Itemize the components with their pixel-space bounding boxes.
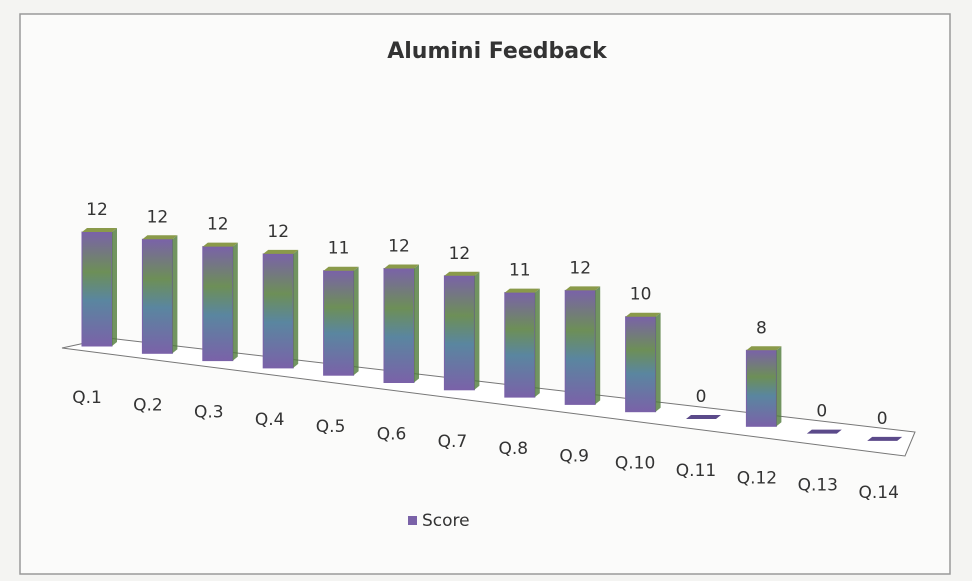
chart-title: Alumini Feedback: [387, 39, 608, 64]
bar: [202, 246, 234, 362]
bar-top: [384, 264, 419, 269]
bar-top: [565, 286, 601, 291]
bar: [564, 289, 596, 405]
x-tick-label: Q.10: [615, 454, 655, 474]
data-label: 11: [509, 261, 531, 281]
data-label: 0: [696, 387, 707, 407]
x-tick-label: Q.2: [133, 395, 163, 415]
legend-label: Score: [422, 511, 470, 531]
legend-swatch: [408, 516, 417, 525]
x-tick-label: Q.12: [737, 468, 777, 488]
x-tick-label: Q.13: [798, 476, 838, 496]
data-label: 0: [816, 402, 827, 422]
bar: [81, 231, 113, 347]
bar-side: [655, 312, 661, 412]
bar-side: [534, 288, 540, 398]
bar: [745, 349, 777, 427]
bar-top: [867, 436, 903, 441]
bar-top: [142, 235, 178, 240]
data-label: 10: [630, 285, 652, 305]
bar: [141, 238, 173, 354]
bar-side: [595, 286, 601, 405]
bar-top: [806, 429, 842, 434]
bar: [625, 316, 657, 413]
bar-top: [202, 242, 238, 247]
x-tick-label: Q.5: [316, 417, 346, 437]
data-label: 11: [328, 239, 350, 259]
bar-side: [776, 346, 782, 427]
data-label: 12: [388, 237, 410, 257]
bar-top: [686, 415, 721, 419]
data-label: 12: [147, 207, 169, 227]
bar: [383, 268, 415, 383]
data-label: 12: [86, 200, 108, 220]
bar-top: [263, 249, 299, 254]
bar: [443, 275, 475, 391]
data-label: 12: [207, 215, 229, 235]
bar-side: [353, 266, 359, 376]
bar-top: [746, 346, 782, 351]
bar-side: [232, 242, 238, 361]
bar-side: [172, 235, 178, 354]
bar-side: [112, 228, 117, 346]
data-label: 8: [756, 318, 767, 338]
bar-top: [625, 312, 661, 317]
x-tick-label: Q.4: [255, 410, 285, 430]
bar-top: [82, 228, 117, 232]
x-tick-label: Q.7: [438, 432, 468, 452]
bar: [504, 292, 536, 398]
bar-side: [474, 271, 480, 390]
bar: [262, 253, 294, 369]
bar-side: [414, 264, 419, 383]
x-tick-label: Q.3: [194, 403, 224, 423]
x-tick-label: Q.11: [676, 461, 716, 481]
x-tick-label: Q.14: [858, 483, 898, 503]
bar: [323, 270, 355, 376]
bar-top: [444, 271, 480, 276]
x-tick-label: Q.9: [559, 446, 589, 466]
bar-top: [323, 266, 359, 271]
x-tick-label: Q.1: [72, 388, 102, 408]
data-label: 0: [877, 409, 888, 429]
data-label: 12: [267, 222, 289, 242]
bar-side: [293, 249, 299, 368]
x-tick-label: Q.8: [498, 439, 528, 459]
data-label: 12: [569, 258, 591, 278]
bar-top: [504, 288, 540, 293]
data-label: 12: [449, 244, 471, 264]
x-tick-label: Q.6: [377, 425, 407, 445]
